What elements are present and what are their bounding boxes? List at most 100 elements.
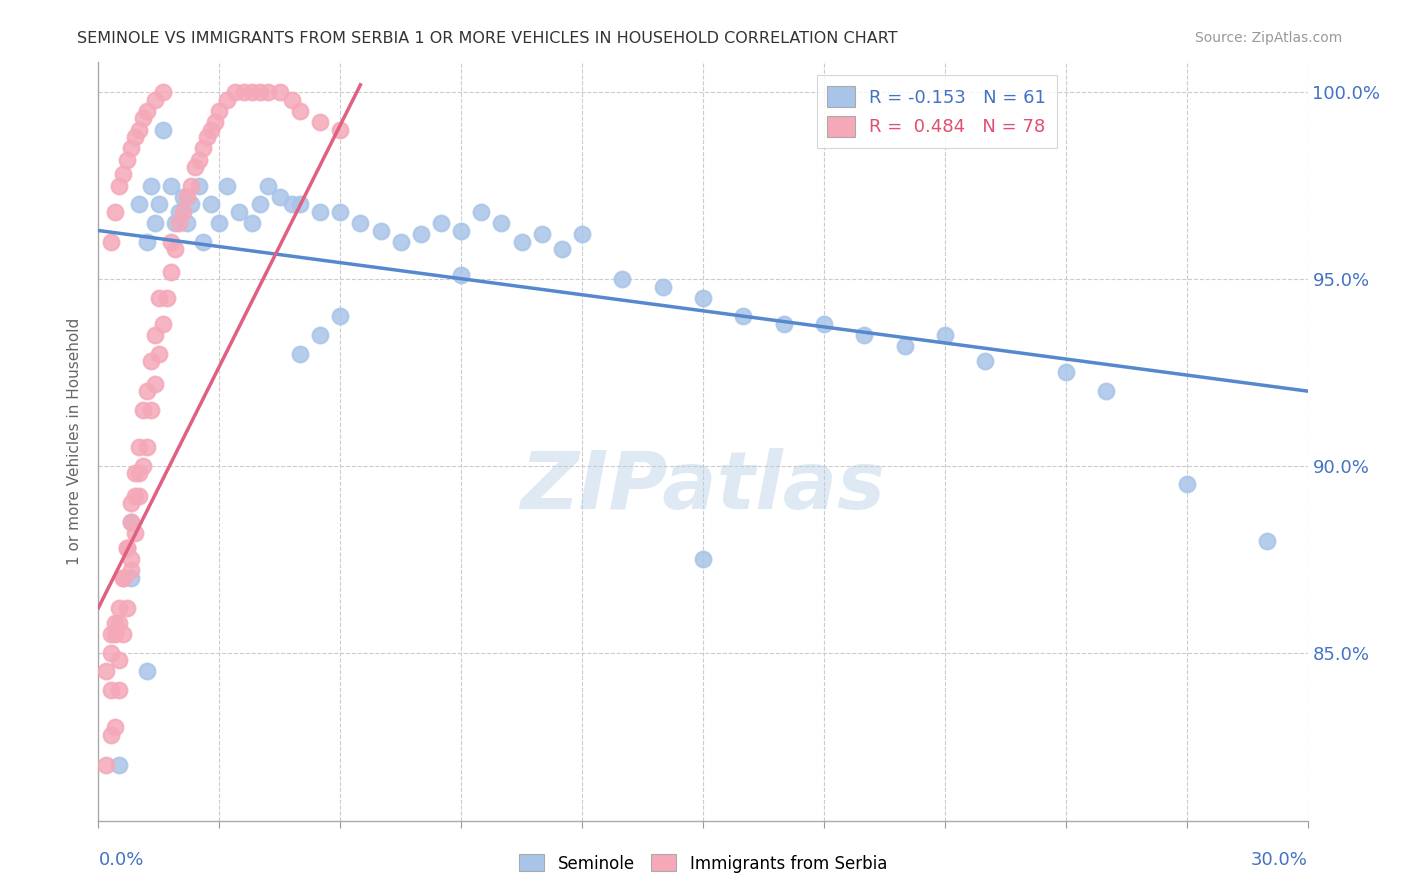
Point (120, 552, 142, 566)
Point (934, 328, 956, 343)
Point (1054, 366, 1077, 380)
Point (135, 103, 157, 118)
Point (120, 515, 142, 529)
Point (612, 272, 634, 286)
Point (208, 216, 231, 230)
Point (103, 720, 125, 734)
Point (281, 93, 304, 107)
Point (893, 339, 915, 353)
Point (139, 354, 162, 368)
Point (176, 216, 198, 230)
Point (111, 571, 134, 585)
Point (135, 665, 157, 679)
Point (96, 665, 118, 679)
Point (120, 571, 142, 585)
Point (172, 204, 194, 219)
Point (224, 85, 246, 99)
Point (651, 279, 673, 293)
Point (204, 115, 226, 129)
Point (733, 310, 755, 324)
Legend: R = -0.153   N = 61, R =  0.484   N = 78: R = -0.153 N = 61, R = 0.484 N = 78 (817, 75, 1057, 148)
Point (409, 227, 432, 242)
Point (143, 376, 166, 391)
Text: SEMINOLE VS IMMIGRANTS FROM SERBIA 1 OR MORE VEHICLES IN HOUSEHOLD CORRELATION C: SEMINOLE VS IMMIGRANTS FROM SERBIA 1 OR … (77, 31, 898, 46)
Point (143, 328, 166, 343)
Point (107, 682, 129, 697)
Text: 30.0%: 30.0% (1251, 850, 1308, 869)
Legend: Seminole, Immigrants from Serbia: Seminole, Immigrants from Serbia (512, 847, 894, 880)
Point (180, 197, 202, 211)
Point (208, 103, 231, 118)
Point (329, 204, 352, 219)
Point (1175, 477, 1198, 491)
Point (195, 130, 218, 145)
Point (571, 227, 593, 242)
Point (160, 178, 183, 193)
Point (128, 122, 150, 136)
Point (156, 291, 179, 305)
Point (128, 197, 150, 211)
Point (100, 728, 122, 742)
Point (124, 130, 146, 145)
Point (139, 402, 162, 417)
Point (349, 216, 371, 230)
Point (329, 122, 352, 136)
Point (100, 235, 122, 249)
Point (107, 653, 129, 667)
Text: ZIPatlas: ZIPatlas (520, 448, 886, 526)
Point (152, 317, 174, 331)
Point (128, 489, 150, 503)
Point (430, 216, 453, 230)
Point (551, 242, 574, 256)
Point (1095, 384, 1118, 398)
Point (813, 317, 835, 331)
Point (188, 153, 211, 167)
Point (132, 402, 155, 417)
Point (148, 347, 170, 361)
Point (193, 141, 215, 155)
Point (288, 103, 311, 118)
Point (193, 235, 215, 249)
Point (160, 235, 183, 249)
Point (111, 168, 134, 182)
Point (143, 93, 166, 107)
Point (974, 354, 997, 368)
Point (256, 178, 278, 193)
Point (163, 242, 186, 256)
Point (309, 115, 332, 129)
Point (491, 216, 513, 230)
Point (132, 112, 155, 126)
Point (450, 223, 472, 237)
Point (232, 85, 254, 99)
Point (152, 85, 174, 99)
Point (135, 384, 157, 398)
Y-axis label: 1 or more Vehicles in Household: 1 or more Vehicles in Household (67, 318, 83, 566)
Point (148, 291, 170, 305)
Point (107, 757, 129, 772)
Point (167, 204, 190, 219)
Point (180, 178, 202, 193)
Point (692, 291, 714, 305)
Point (135, 235, 157, 249)
Point (103, 204, 125, 219)
Point (115, 153, 138, 167)
Point (530, 227, 553, 242)
Point (143, 216, 166, 230)
Point (103, 627, 125, 641)
Point (228, 204, 250, 219)
Point (160, 264, 183, 278)
Point (853, 328, 876, 343)
Point (124, 467, 146, 481)
Point (111, 571, 134, 585)
Point (176, 190, 198, 204)
Point (115, 600, 138, 615)
Point (309, 204, 332, 219)
Point (107, 178, 129, 193)
Point (288, 347, 311, 361)
Point (132, 458, 155, 473)
Point (309, 328, 332, 343)
Point (450, 268, 472, 283)
Point (188, 178, 211, 193)
Point (389, 235, 412, 249)
Point (281, 197, 304, 211)
